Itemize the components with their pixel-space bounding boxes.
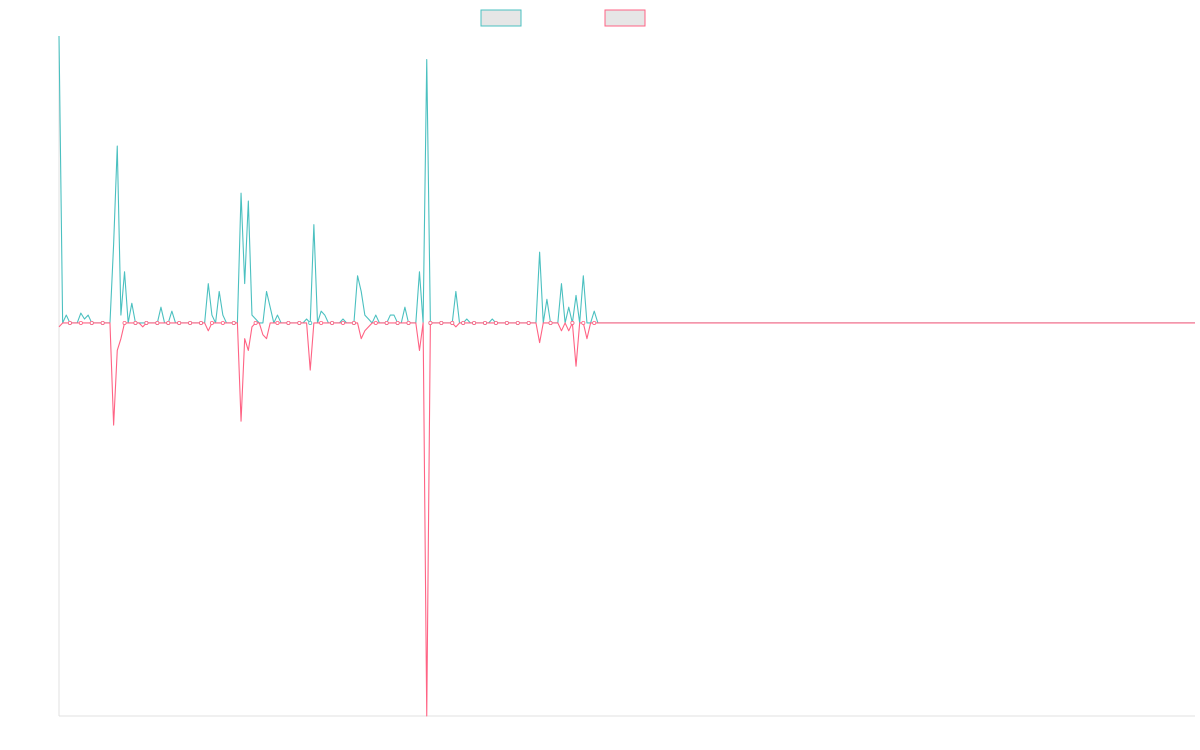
series-2-point	[67, 320, 72, 325]
series-2-point	[133, 320, 138, 325]
legend-item-2[interactable]	[604, 9, 646, 27]
series-2-point	[373, 320, 378, 325]
series-2-point	[286, 320, 291, 325]
series-2-point	[504, 320, 509, 325]
series-2-point	[89, 320, 94, 325]
series-2-point	[144, 320, 149, 325]
series-2-point	[384, 320, 389, 325]
legend-swatch-1	[480, 9, 522, 27]
series-line-1	[58, 35, 1195, 324]
series-2-point	[177, 320, 182, 325]
series-2-point	[439, 320, 444, 325]
series-2-point	[515, 320, 520, 325]
series-2-point	[253, 320, 258, 325]
series-2-point	[592, 320, 597, 325]
series-line-2	[58, 322, 1195, 717]
series-2-point	[482, 320, 487, 325]
series-2-point	[340, 320, 345, 325]
series-2-point	[330, 320, 335, 325]
legend-item-1[interactable]	[480, 9, 522, 27]
series-2-point	[188, 320, 193, 325]
series-2-point	[428, 320, 433, 325]
series-2-point	[351, 320, 356, 325]
series-2-point	[450, 320, 455, 325]
series-2-point	[78, 320, 83, 325]
series-2-point	[581, 320, 586, 325]
series-2-point	[220, 320, 225, 325]
series-2-point	[275, 320, 280, 325]
series-2-point	[297, 320, 302, 325]
series-2-point	[100, 320, 105, 325]
series-2-point	[198, 320, 203, 325]
series-2-point	[231, 320, 236, 325]
series-2-point	[548, 320, 553, 325]
series-2-point	[406, 320, 411, 325]
series-2-point	[395, 320, 400, 325]
series-2-point	[570, 320, 575, 325]
series-2-point	[526, 320, 531, 325]
series-2-point	[122, 320, 127, 325]
series-2-point	[493, 320, 498, 325]
series-2-point	[319, 320, 324, 325]
series-2-point	[209, 320, 214, 325]
series-2-point	[472, 320, 477, 325]
series-1-point	[308, 320, 313, 325]
legend-swatch-2	[604, 9, 646, 27]
series-2-point	[461, 320, 466, 325]
series-2-point	[155, 320, 160, 325]
series-2-point	[166, 320, 171, 325]
